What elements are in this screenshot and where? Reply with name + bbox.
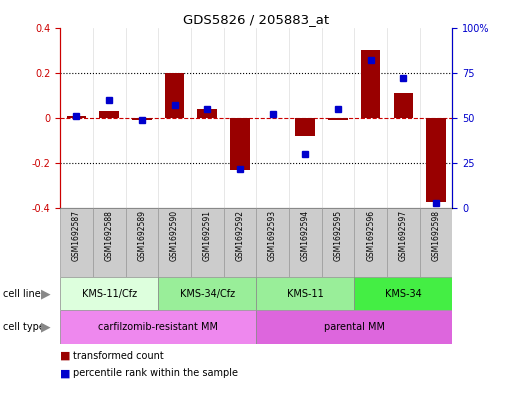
Text: GSM1692590: GSM1692590 — [170, 210, 179, 261]
Bar — [328, 118, 348, 120]
Bar — [419, 208, 452, 277]
Bar — [198, 109, 217, 118]
Text: GSM1692597: GSM1692597 — [399, 210, 408, 261]
Text: GSM1692598: GSM1692598 — [431, 210, 440, 261]
Bar — [60, 208, 93, 277]
Bar — [355, 208, 387, 277]
Text: GSM1692592: GSM1692592 — [235, 210, 244, 261]
Title: GDS5826 / 205883_at: GDS5826 / 205883_at — [183, 13, 329, 26]
Text: GSM1692593: GSM1692593 — [268, 210, 277, 261]
Bar — [165, 73, 185, 118]
Text: GSM1692589: GSM1692589 — [138, 210, 146, 261]
Bar — [99, 111, 119, 118]
Bar — [93, 208, 126, 277]
Text: carfilzomib-resistant MM: carfilzomib-resistant MM — [98, 322, 218, 332]
Text: KMS-34/Cfz: KMS-34/Cfz — [180, 289, 235, 299]
Text: ■: ■ — [60, 351, 71, 361]
Text: cell type: cell type — [3, 322, 44, 332]
Text: KMS-11/Cfz: KMS-11/Cfz — [82, 289, 137, 299]
Bar — [158, 277, 256, 310]
Text: GSM1692587: GSM1692587 — [72, 210, 81, 261]
Text: transformed count: transformed count — [73, 351, 164, 361]
Text: GSM1692588: GSM1692588 — [105, 210, 113, 261]
Text: GSM1692594: GSM1692594 — [301, 210, 310, 261]
Text: GSM1692595: GSM1692595 — [334, 210, 343, 261]
Bar — [393, 93, 413, 118]
Bar — [387, 208, 419, 277]
Text: KMS-34: KMS-34 — [385, 289, 422, 299]
Bar — [230, 118, 250, 170]
Bar — [289, 208, 322, 277]
Text: GSM1692591: GSM1692591 — [203, 210, 212, 261]
Text: ▶: ▶ — [41, 321, 51, 334]
Bar — [256, 208, 289, 277]
Bar — [126, 208, 158, 277]
Bar — [60, 277, 158, 310]
Bar — [355, 277, 452, 310]
Bar — [361, 50, 381, 118]
Bar — [67, 116, 86, 118]
Text: KMS-11: KMS-11 — [287, 289, 324, 299]
Bar — [256, 277, 355, 310]
Text: ▶: ▶ — [41, 287, 51, 300]
Bar — [191, 208, 224, 277]
Bar — [224, 208, 256, 277]
Text: cell line: cell line — [3, 289, 40, 299]
Bar — [256, 310, 452, 344]
Bar — [426, 118, 446, 202]
Text: parental MM: parental MM — [324, 322, 385, 332]
Bar — [132, 118, 152, 120]
Bar — [158, 208, 191, 277]
Bar — [60, 310, 256, 344]
Text: ■: ■ — [60, 368, 71, 378]
Bar — [322, 208, 355, 277]
Text: percentile rank within the sample: percentile rank within the sample — [73, 368, 238, 378]
Text: GSM1692596: GSM1692596 — [366, 210, 375, 261]
Bar — [295, 118, 315, 136]
